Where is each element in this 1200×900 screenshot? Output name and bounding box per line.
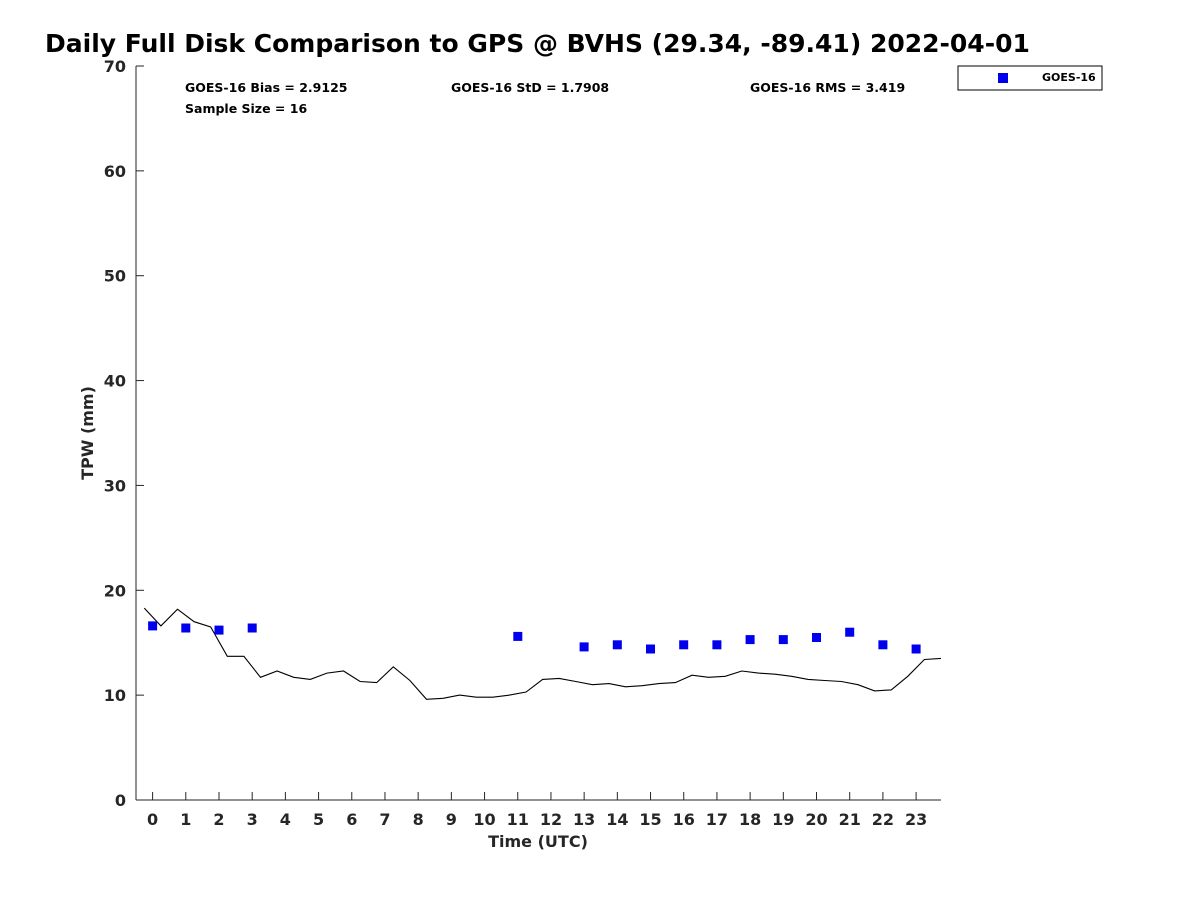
goes16-point [911,644,921,654]
goes16-point [778,635,788,645]
y-tick-label: 10 [104,686,126,705]
goes16-point [646,644,655,654]
goes16-point [148,621,158,631]
x-tick-label: 17 [706,810,728,829]
x-tick-label: 21 [839,810,861,829]
x-tick-label: 22 [872,810,894,829]
x-tick-label: 1 [180,810,191,829]
y-tick-label: 0 [115,791,126,810]
goes16-point [745,635,755,645]
goes16-point [214,625,224,635]
chart-title: Daily Full Disk Comparison to GPS @ BVHS… [45,29,1030,58]
x-tick-label: 23 [905,810,927,829]
std-stat: GOES-16 StD = 1.7908 [451,80,609,95]
x-tick-label: 2 [213,810,224,829]
goes16-point [679,640,689,650]
goes16-point [513,631,523,641]
goes16-point [247,623,257,633]
legend-box [957,65,1103,91]
x-tick-label: 10 [473,810,495,829]
x-tick-label: 9 [446,810,457,829]
bias-stat: GOES-16 Bias = 2.9125 [185,80,347,95]
goes16-point [612,640,622,650]
x-tick-label: 6 [346,810,357,829]
x-tick-label: 19 [772,810,794,829]
x-tick-label: 15 [639,810,661,829]
x-tick-label: 11 [507,810,529,829]
x-tick-label: 4 [280,810,291,829]
x-tick-label: 14 [606,810,628,829]
goes16-point [812,633,821,642]
goes16-point [878,640,888,650]
y-tick-label: 60 [104,162,126,181]
y-tick-label: 20 [104,581,126,600]
x-tick-label: 5 [313,810,324,829]
y-tick-label: 30 [104,476,126,495]
gps-line-layer [143,607,942,700]
goes16-point [181,623,191,633]
x-tick-label: 3 [247,810,258,829]
x-tick-label: 0 [147,810,158,829]
x-tick-label: 13 [573,810,595,829]
x-tick-label: 7 [379,810,390,829]
legend: GOES-16 [957,65,1103,91]
y-axis-label: TPW (mm) [78,386,97,480]
legend-marker-goes16 [998,73,1008,83]
x-tick-label: 16 [673,810,695,829]
goes16-point [712,640,722,650]
y-tick-label: 70 [104,57,126,76]
x-tick-label: 12 [540,810,562,829]
y-tick-label: 40 [104,372,126,391]
goes16-point [579,642,589,652]
goes-points-layer [148,621,921,654]
x-tick-label: 18 [739,810,761,829]
goes16-point [845,627,855,637]
x-axis-label: Time (UTC) [488,832,588,851]
legend-label-goes16: GOES-16 [1042,71,1096,84]
gps-tpw-line [143,607,942,700]
y-tick-label: 50 [104,267,126,286]
x-tick-label: 8 [413,810,424,829]
sample-size-stat: Sample Size = 16 [185,101,307,116]
x-tick-label: 20 [805,810,827,829]
rms-stat: GOES-16 RMS = 3.419 [750,80,905,95]
